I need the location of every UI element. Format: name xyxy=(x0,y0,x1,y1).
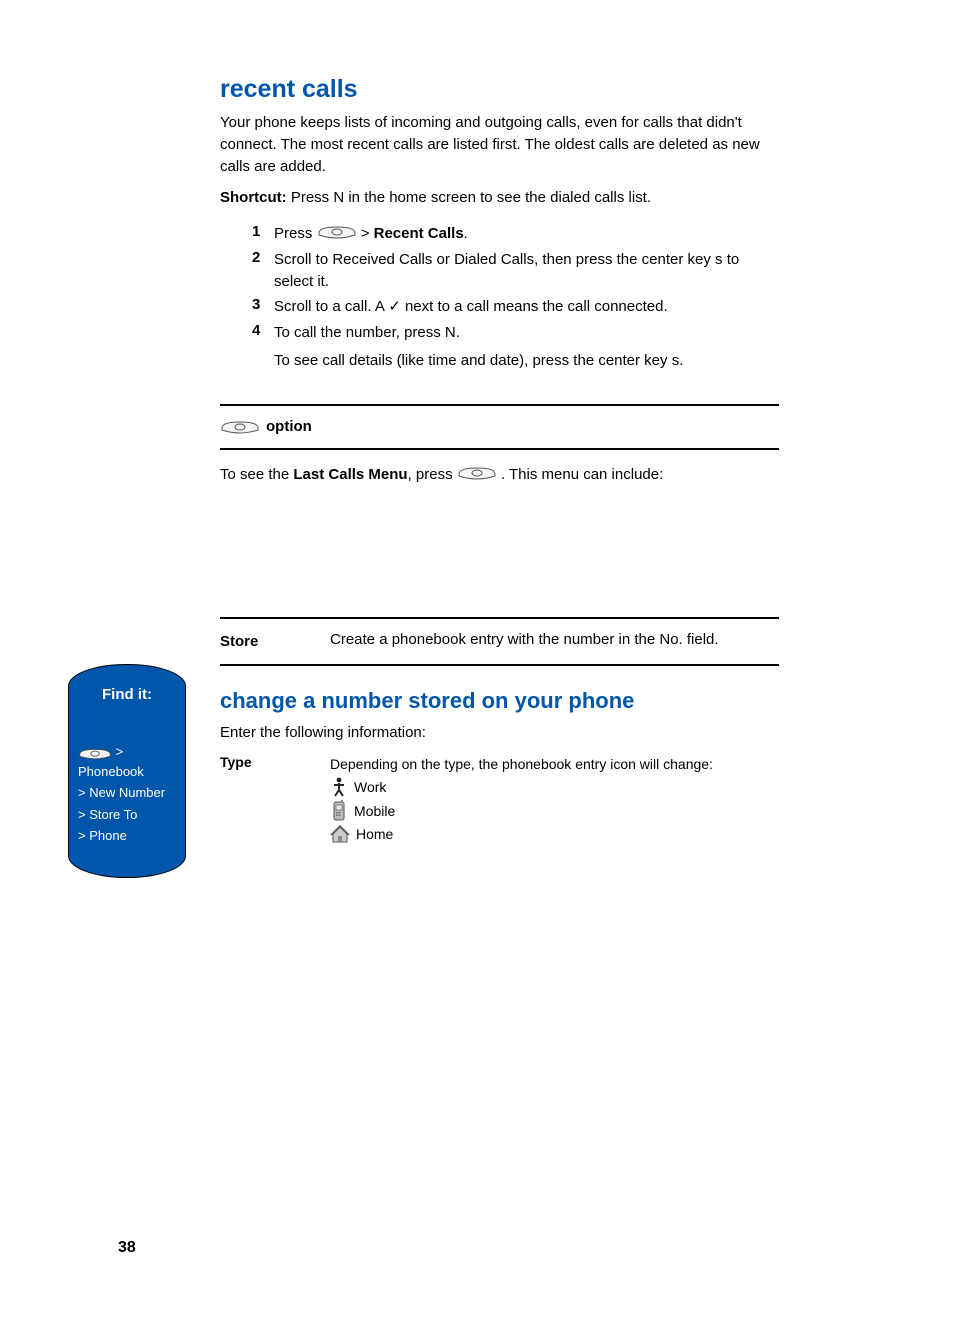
icon-row-home: Home xyxy=(330,824,779,844)
icon-row-mobile: Mobile xyxy=(330,800,779,822)
mobile-phone-icon xyxy=(330,800,348,822)
menu-row-desc: Create a phonebook entry with the number… xyxy=(330,619,779,664)
menu-key-icon xyxy=(220,418,260,436)
work-person-icon xyxy=(330,776,348,798)
shortcut-paragraph: Shortcut: Press N in the home screen to … xyxy=(220,187,779,209)
type-text: Depending on the type, the phonebook ent… xyxy=(330,754,779,774)
menu-table-header: option xyxy=(220,406,779,448)
step-4: 4 To call the number, press N. xyxy=(252,322,779,344)
find-it-path: > Phonebook > New Number > Store To > Ph… xyxy=(78,742,176,848)
type-label: Type xyxy=(220,754,330,774)
step-2: 2 Scroll to Received Calls or Dialed Cal… xyxy=(252,249,779,293)
icon-row-label-work: Work xyxy=(354,779,386,795)
shortcut-text: Press N in the home screen to see the di… xyxy=(287,189,651,206)
find-it-step-2: > Store To xyxy=(78,805,176,825)
step-3: 3 Scroll to a call. A ✓ next to a call m… xyxy=(252,296,779,318)
section-heading-change-number: change a number stored on your phone xyxy=(220,688,779,714)
page-number: 38 xyxy=(118,1239,136,1257)
change-number-intro: Enter the following information: xyxy=(220,722,779,744)
options-intro: To see the Last Calls Menu, press . This… xyxy=(220,464,779,486)
icon-row-label-mobile: Mobile xyxy=(354,803,395,819)
step-1: 1 Press > Recent Calls. xyxy=(252,223,779,245)
menu-key-icon xyxy=(78,746,112,760)
menu-key-icon xyxy=(317,223,357,241)
find-it-step-3: > Phone xyxy=(78,826,176,846)
home-icon xyxy=(330,824,350,844)
shortcut-label: Shortcut: xyxy=(220,189,287,206)
menu-key-icon xyxy=(457,464,497,482)
menu-row-label: Store xyxy=(220,619,330,664)
recent-calls-intro: Your phone keeps lists of incoming and o… xyxy=(220,112,779,177)
icon-row-work: Work xyxy=(330,776,779,798)
find-it-step-1: > New Number xyxy=(78,783,176,803)
divider-top-2 xyxy=(220,448,779,450)
find-it-tab: Find it: > Phonebook > New Number > Stor… xyxy=(68,664,186,878)
divider-top-4 xyxy=(220,664,779,666)
menu-table-header-label: option xyxy=(266,418,312,435)
steps-extra: To see call details (like time and date)… xyxy=(274,350,779,372)
icon-row-label-home: Home xyxy=(356,826,393,842)
step1-text-tail: > Recent Calls. xyxy=(361,225,468,242)
section-heading-recent-calls: recent calls xyxy=(220,75,779,104)
find-it-title: Find it: xyxy=(68,686,186,704)
